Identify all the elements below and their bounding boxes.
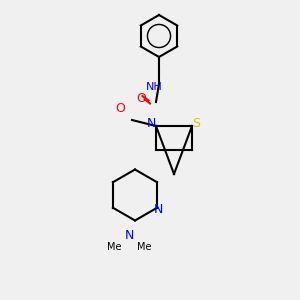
Text: N: N <box>147 116 156 130</box>
Text: Me: Me <box>107 242 121 253</box>
Text: O: O <box>115 101 125 115</box>
Text: Me: Me <box>137 242 151 253</box>
Text: N: N <box>154 203 163 216</box>
Text: NH: NH <box>146 82 163 92</box>
Text: O: O <box>136 92 146 106</box>
Text: S: S <box>193 116 200 130</box>
Text: N: N <box>124 229 134 242</box>
